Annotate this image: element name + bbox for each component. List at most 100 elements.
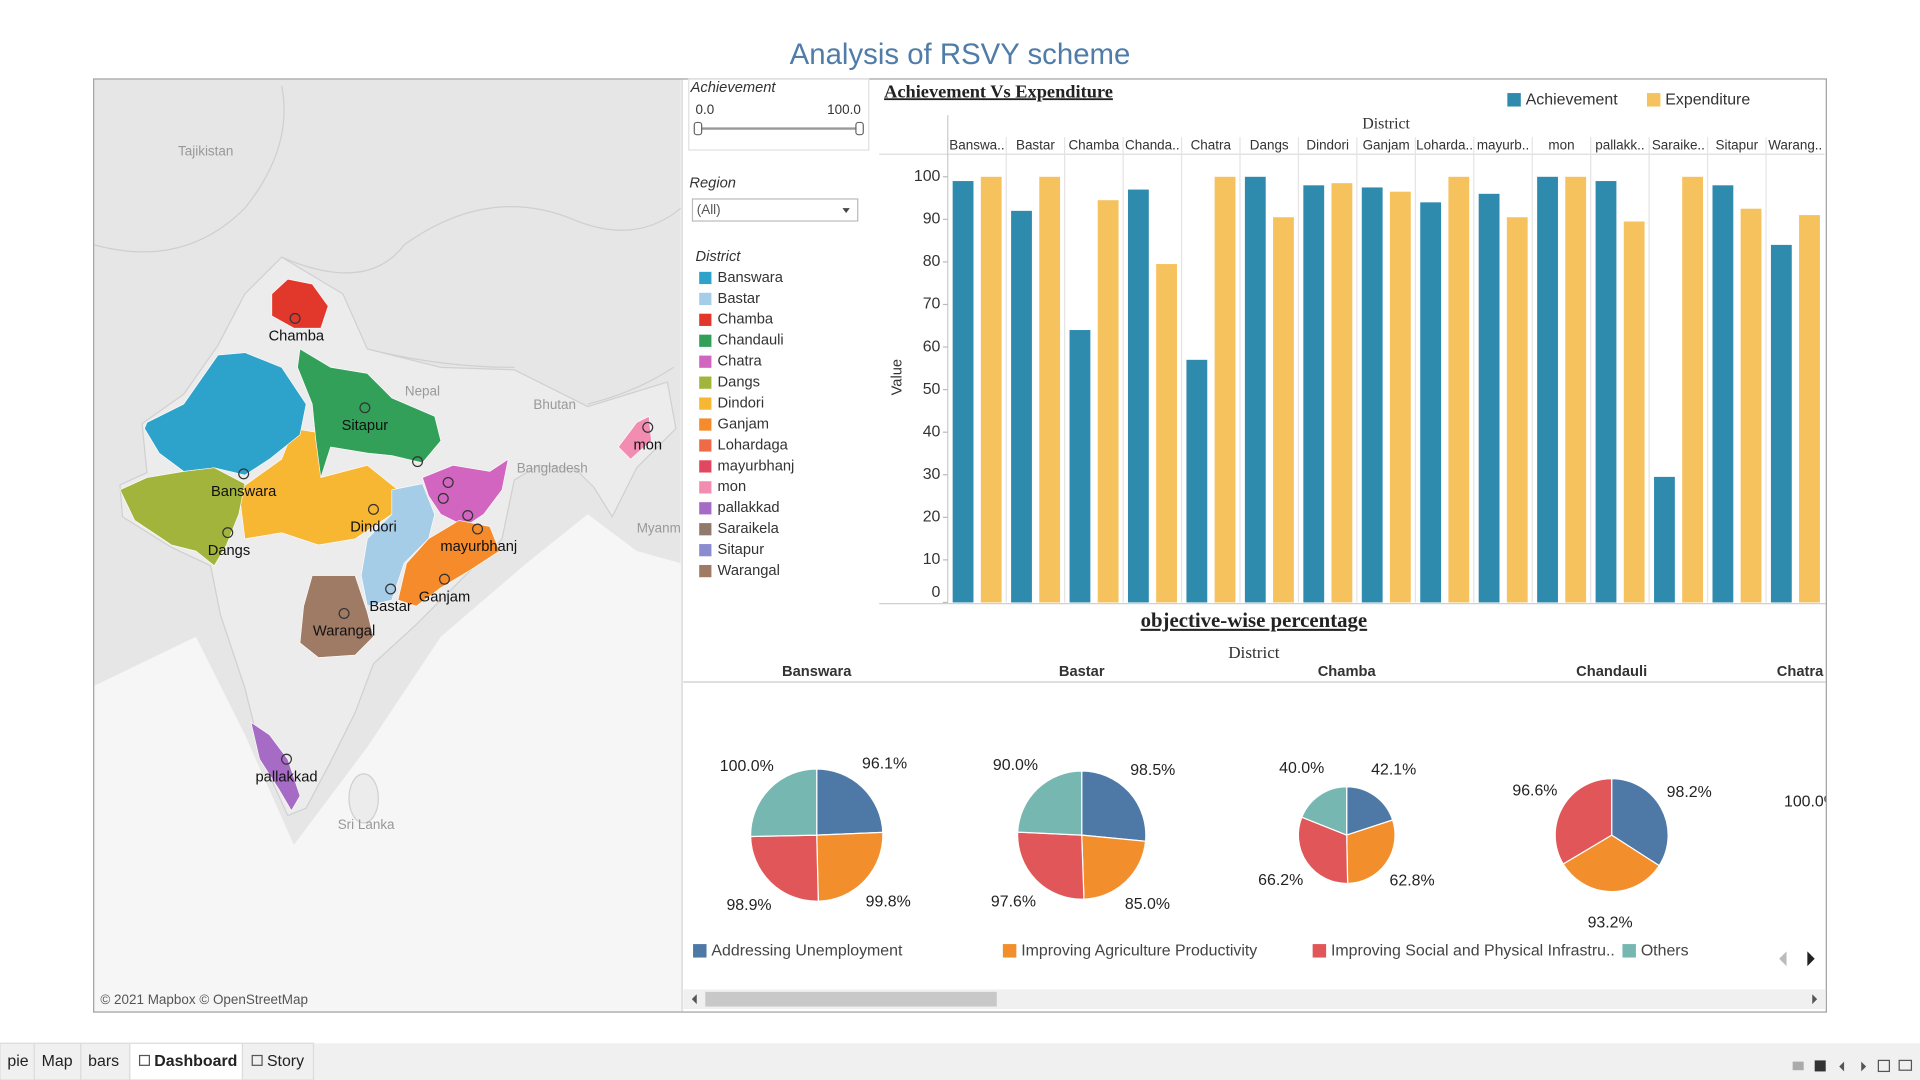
map-place-label: Nepal	[405, 383, 440, 398]
scrollbar-thumb[interactable]	[705, 991, 997, 1007]
x-axis-title: District	[1228, 643, 1280, 662]
district-region[interactable]	[360, 483, 436, 607]
page-prev[interactable]	[1779, 951, 1787, 967]
tab-bar	[0, 1043, 1920, 1080]
slider-handle[interactable]	[855, 121, 864, 136]
y-tick-label: 60	[923, 338, 941, 355]
district-region[interactable]	[250, 721, 301, 812]
bar	[1478, 193, 1500, 603]
pie-slice	[816, 831, 884, 902]
district-region[interactable]	[297, 348, 442, 478]
district-region[interactable]	[271, 278, 329, 329]
scroll-left[interactable]	[691, 994, 697, 1005]
district-point[interactable]	[338, 607, 350, 619]
district-region[interactable]	[299, 575, 374, 658]
legend-label: mon	[718, 479, 747, 495]
legend-label: Dangs	[718, 375, 760, 391]
district-label: pallakkad	[255, 769, 317, 785]
scroll-right[interactable]	[1812, 994, 1818, 1005]
x-tick-label: Loharda..	[1416, 137, 1473, 152]
district-point[interactable]	[238, 468, 250, 480]
pie-slice	[1081, 834, 1147, 900]
district-point[interactable]	[222, 527, 234, 539]
district-region[interactable]	[422, 458, 509, 527]
y-tick-label: 10	[923, 551, 941, 568]
district-point[interactable]	[289, 312, 301, 324]
filter-title: Region	[689, 176, 736, 192]
bar	[1537, 176, 1558, 603]
district-point[interactable]	[412, 456, 424, 468]
tab-label[interactable]: Map	[42, 1053, 73, 1070]
district-point[interactable]	[438, 573, 450, 585]
legend-label: Others	[1641, 943, 1689, 960]
icon[interactable]	[1839, 1061, 1845, 1072]
pie-slice	[1297, 816, 1349, 885]
bar	[1770, 244, 1792, 603]
map[interactable]: Dindori Banswara Dangs Sitapur Chamba Bastar m…	[94, 79, 681, 1012]
district-point[interactable]	[281, 753, 293, 765]
tab[interactable]	[0, 1042, 35, 1080]
data-label: 100.0%	[720, 758, 774, 775]
district-point[interactable]	[359, 402, 371, 414]
district-region[interactable]	[144, 352, 307, 476]
chart-title: objective-wise percentage	[1141, 608, 1368, 632]
icon[interactable]	[1814, 1060, 1826, 1072]
tab-label[interactable]: Story	[267, 1053, 304, 1070]
data-label: 98.2%	[1667, 784, 1712, 801]
district-point[interactable]	[472, 523, 484, 535]
pie-slice	[1017, 831, 1085, 900]
icon[interactable]	[1877, 1059, 1890, 1073]
district-region[interactable]	[397, 520, 500, 607]
district-point[interactable]	[367, 503, 379, 515]
pie-slice	[1017, 770, 1083, 836]
icon[interactable]	[1792, 1061, 1804, 1071]
tab[interactable]	[241, 1042, 315, 1080]
x-tick-label: mon	[1548, 137, 1574, 152]
bar	[952, 181, 974, 603]
tab-label[interactable]: Dashboard	[154, 1053, 237, 1070]
district-point[interactable]	[442, 476, 454, 488]
x-tick-label: Warang..	[1768, 137, 1822, 152]
legend-label: Lohardaga	[718, 437, 789, 453]
district-region[interactable]	[119, 467, 246, 567]
district-point[interactable]	[462, 510, 474, 522]
pie-chart: objective-wise percentage District 96.1%…	[683, 608, 1838, 960]
district-point[interactable]	[437, 492, 449, 504]
column-header: Chandauli	[1576, 664, 1647, 680]
district-point[interactable]	[642, 421, 654, 433]
district-label: Bastar	[369, 599, 412, 615]
bar	[1039, 176, 1061, 603]
legend-swatch	[699, 502, 712, 515]
dropdown-arrow[interactable]	[842, 208, 850, 214]
y-tick-label: 0	[932, 584, 941, 601]
slider-max: 100.0	[827, 102, 861, 117]
tab-label[interactable]: bars	[88, 1053, 119, 1070]
district-point[interactable]	[385, 583, 397, 595]
tab[interactable]	[80, 1042, 131, 1080]
column-header: Chamba	[1318, 664, 1377, 680]
district-label: Dangs	[208, 543, 250, 559]
icon[interactable]	[1861, 1061, 1867, 1072]
y-tick-label: 80	[923, 253, 941, 270]
legend-label: Sitapur	[718, 542, 765, 558]
legend-label: Chamba	[718, 312, 774, 328]
legend-label: mayurbhanj	[718, 458, 795, 474]
bar	[1682, 176, 1704, 603]
legend-swatch	[699, 564, 712, 578]
bar	[1595, 181, 1617, 603]
map-place-label: Sri Lanka	[338, 817, 395, 832]
tab-label[interactable]: pie	[7, 1053, 28, 1070]
page-next[interactable]	[1807, 951, 1815, 967]
y-tick-label: 20	[923, 509, 941, 526]
slider-handle[interactable]	[693, 121, 703, 136]
data-label: 100.0%	[1784, 794, 1838, 811]
legend-label: Dindori	[718, 395, 765, 411]
region-dropdown[interactable]	[691, 198, 859, 222]
y-tick-label: 30	[923, 466, 941, 483]
legend-swatch	[699, 355, 712, 368]
icon[interactable]	[1898, 1059, 1913, 1071]
map-place-label: Tajikistan	[178, 143, 233, 158]
tab[interactable]	[33, 1042, 82, 1080]
bar	[1506, 217, 1528, 603]
bar	[1097, 200, 1119, 603]
